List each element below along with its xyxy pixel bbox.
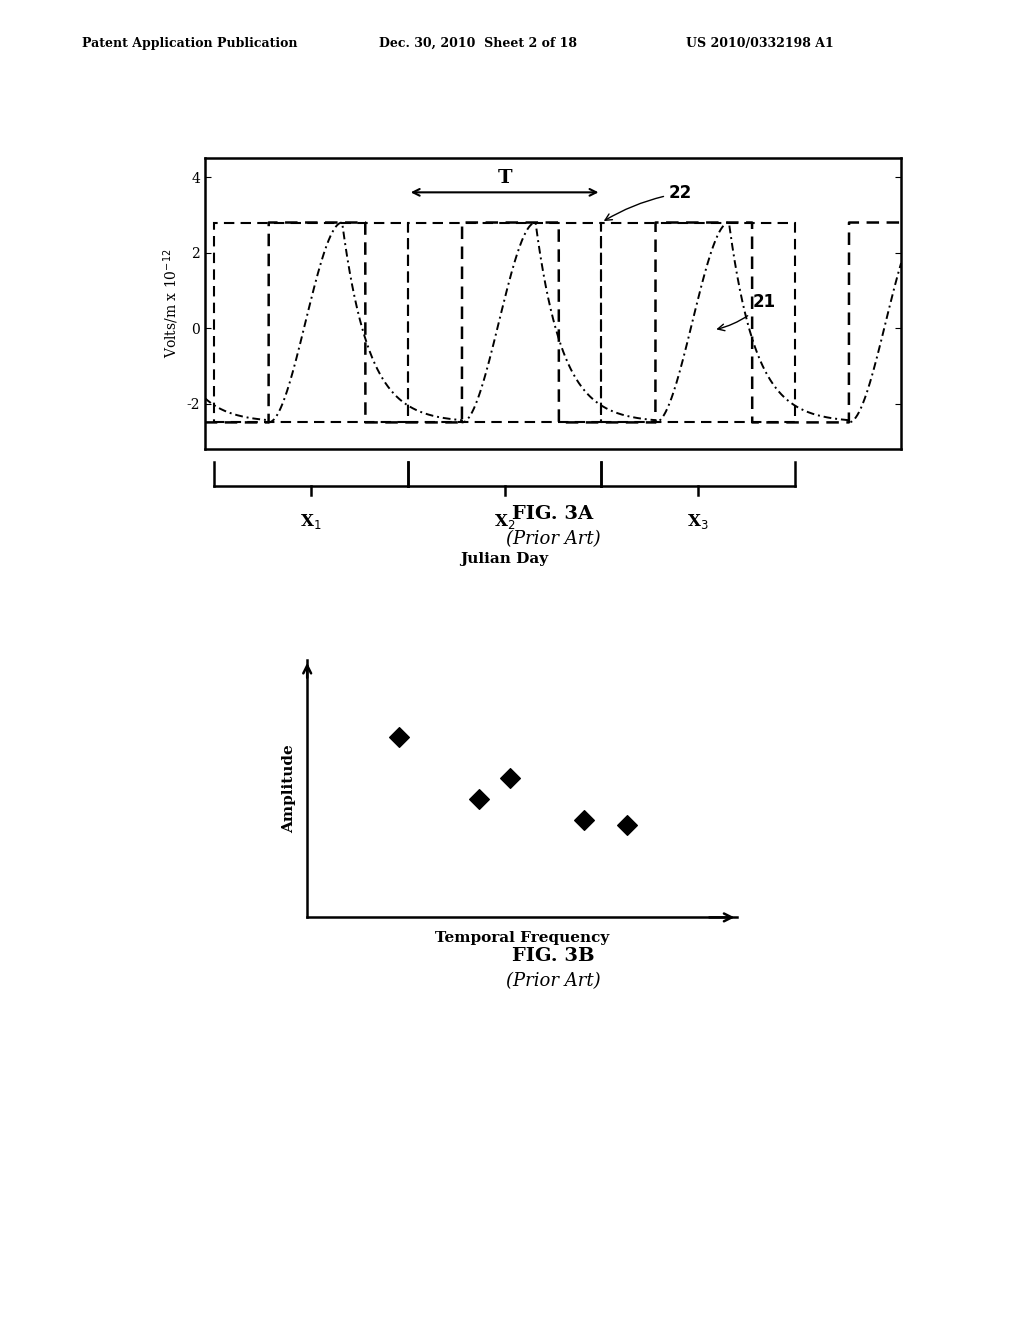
Text: Dec. 30, 2010  Sheet 2 of 18: Dec. 30, 2010 Sheet 2 of 18 (379, 37, 577, 50)
Y-axis label: Amplitude: Amplitude (282, 744, 296, 833)
Text: (Prior Art): (Prior Art) (506, 972, 600, 990)
Text: X$_1$: X$_1$ (300, 512, 322, 531)
Text: FIG. 3B: FIG. 3B (512, 946, 594, 965)
Bar (214, 223, 408, 422)
Text: US 2010/0332198 A1: US 2010/0332198 A1 (686, 37, 834, 50)
Point (471, 788, 487, 809)
Text: X$_3$: X$_3$ (687, 512, 709, 531)
X-axis label: Temporal Frequency: Temporal Frequency (435, 932, 609, 945)
Bar (601, 223, 795, 422)
Text: T: T (498, 169, 512, 186)
Text: Julian Day: Julian Day (461, 552, 549, 566)
Point (575, 809, 592, 830)
Point (391, 726, 408, 747)
Text: X$_2$: X$_2$ (494, 512, 515, 531)
Text: 21: 21 (718, 293, 775, 331)
Point (502, 768, 518, 789)
Text: 22: 22 (605, 183, 692, 220)
Y-axis label: Volts/m x 10$^{-12}$: Volts/m x 10$^{-12}$ (162, 249, 181, 358)
Point (618, 814, 635, 836)
Bar (408, 223, 601, 422)
Text: (Prior Art): (Prior Art) (506, 529, 600, 548)
Text: FIG. 3A: FIG. 3A (512, 504, 594, 523)
Text: Patent Application Publication: Patent Application Publication (82, 37, 297, 50)
